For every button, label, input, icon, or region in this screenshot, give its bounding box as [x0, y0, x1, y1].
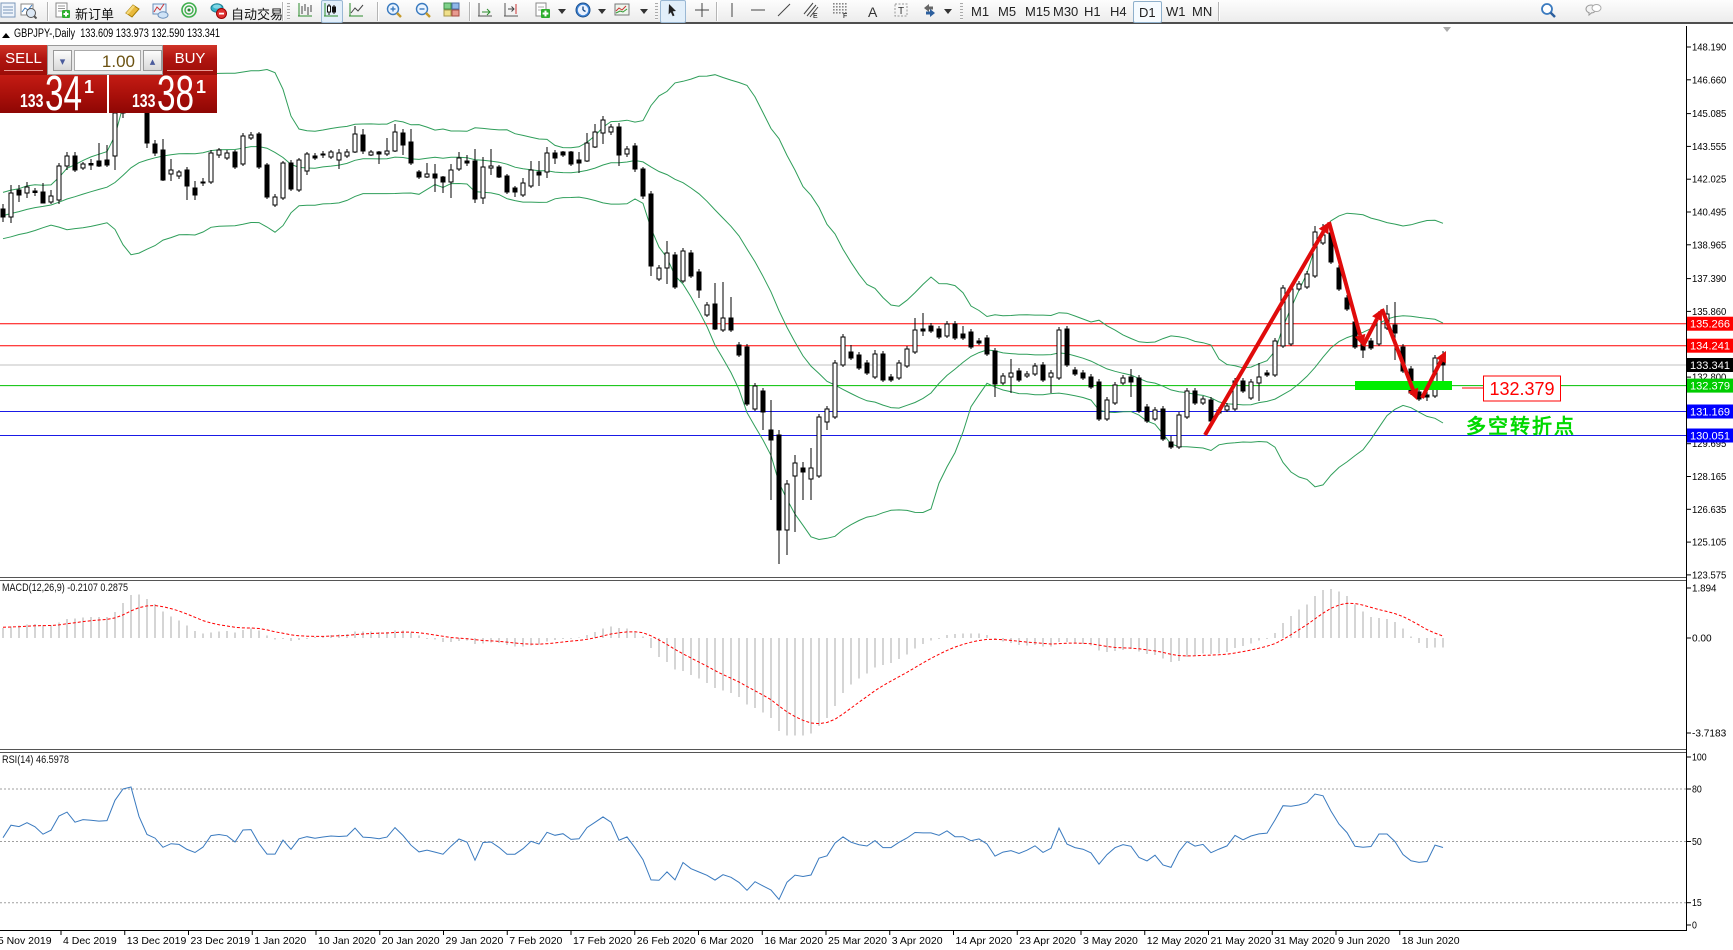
- svg-text:123.575: 123.575: [1692, 569, 1726, 581]
- svg-text:3 Apr 2020: 3 Apr 2020: [892, 935, 943, 947]
- svg-text:1.894: 1.894: [1692, 583, 1717, 595]
- svg-text:143.555: 143.555: [1692, 141, 1726, 153]
- svg-text:23 Dec 2019: 23 Dec 2019: [191, 935, 251, 947]
- svg-text:18 Jun 2020: 18 Jun 2020: [1402, 935, 1460, 947]
- svg-text:128.165: 128.165: [1692, 471, 1726, 483]
- svg-text:80: 80: [1692, 784, 1702, 796]
- svg-text:133.341: 133.341: [1690, 360, 1730, 372]
- svg-text:4 Dec 2019: 4 Dec 2019: [63, 935, 117, 947]
- svg-text:-3.7183: -3.7183: [1692, 728, 1726, 740]
- svg-text:145.085: 145.085: [1692, 108, 1726, 120]
- svg-text:RSI(14) 46.5978: RSI(14) 46.5978: [2, 754, 69, 766]
- svg-text:6 Mar 2020: 6 Mar 2020: [701, 935, 754, 947]
- svg-text:135.860: 135.860: [1692, 306, 1726, 318]
- svg-text:GBPJPY-,Daily 133.609 133.973: GBPJPY-,Daily 133.609 133.973 132.590 13…: [14, 28, 220, 40]
- svg-text:12 May 2020: 12 May 2020: [1147, 935, 1208, 947]
- svg-text:134.241: 134.241: [1690, 341, 1730, 353]
- svg-text:131.169: 131.169: [1690, 407, 1730, 419]
- svg-text:E: E: [813, 13, 818, 19]
- svg-text:31 May 2020: 31 May 2020: [1274, 935, 1335, 947]
- svg-text:20 Jan 2020: 20 Jan 2020: [382, 935, 440, 947]
- svg-text:126.635: 126.635: [1692, 504, 1726, 516]
- svg-text:23 Apr 2020: 23 Apr 2020: [1019, 935, 1076, 947]
- svg-text:132.379: 132.379: [1489, 379, 1554, 399]
- svg-text:137.390: 137.390: [1692, 273, 1726, 285]
- svg-text:130.051: 130.051: [1690, 431, 1730, 443]
- svg-text:25 Mar 2020: 25 Mar 2020: [828, 935, 887, 947]
- svg-text:135.266: 135.266: [1690, 319, 1730, 331]
- svg-text:0.00: 0.00: [1692, 633, 1712, 645]
- svg-text:9 Jun 2020: 9 Jun 2020: [1338, 935, 1390, 947]
- svg-text:多空转折点: 多空转折点: [1466, 414, 1576, 438]
- svg-text:50: 50: [1692, 836, 1702, 848]
- svg-text:17 Feb 2020: 17 Feb 2020: [573, 935, 632, 947]
- svg-text:1 Jan 2020: 1 Jan 2020: [254, 935, 306, 947]
- svg-text:15: 15: [1692, 897, 1702, 909]
- svg-text:142.025: 142.025: [1692, 174, 1726, 186]
- svg-text:F: F: [843, 13, 847, 19]
- svg-text:132.379: 132.379: [1690, 381, 1730, 393]
- svg-text:13 Dec 2019: 13 Dec 2019: [127, 935, 187, 947]
- svg-text:3 May 2020: 3 May 2020: [1083, 935, 1138, 947]
- svg-text:29 Jan 2020: 29 Jan 2020: [446, 935, 504, 947]
- svg-text:16 Mar 2020: 16 Mar 2020: [764, 935, 823, 947]
- svg-text:25 Nov 2019: 25 Nov 2019: [0, 935, 52, 947]
- svg-text:T: T: [898, 6, 904, 17]
- svg-text:140.495: 140.495: [1692, 207, 1726, 219]
- svg-text:26 Feb 2020: 26 Feb 2020: [637, 935, 696, 947]
- svg-text:0: 0: [1692, 920, 1697, 932]
- svg-text:138.965: 138.965: [1692, 239, 1726, 251]
- svg-text:21 May 2020: 21 May 2020: [1211, 935, 1272, 947]
- svg-text:100: 100: [1692, 752, 1707, 764]
- svg-text:125.105: 125.105: [1692, 537, 1726, 549]
- svg-text:10 Jan 2020: 10 Jan 2020: [318, 935, 376, 947]
- svg-text:MACD(12,26,9) -0.2107 0.2875: MACD(12,26,9) -0.2107 0.2875: [2, 582, 128, 594]
- svg-text:148.190: 148.190: [1692, 42, 1726, 54]
- svg-text:7 Feb 2020: 7 Feb 2020: [509, 935, 562, 947]
- svg-text:14 Apr 2020: 14 Apr 2020: [956, 935, 1013, 947]
- svg-text:146.660: 146.660: [1692, 74, 1726, 86]
